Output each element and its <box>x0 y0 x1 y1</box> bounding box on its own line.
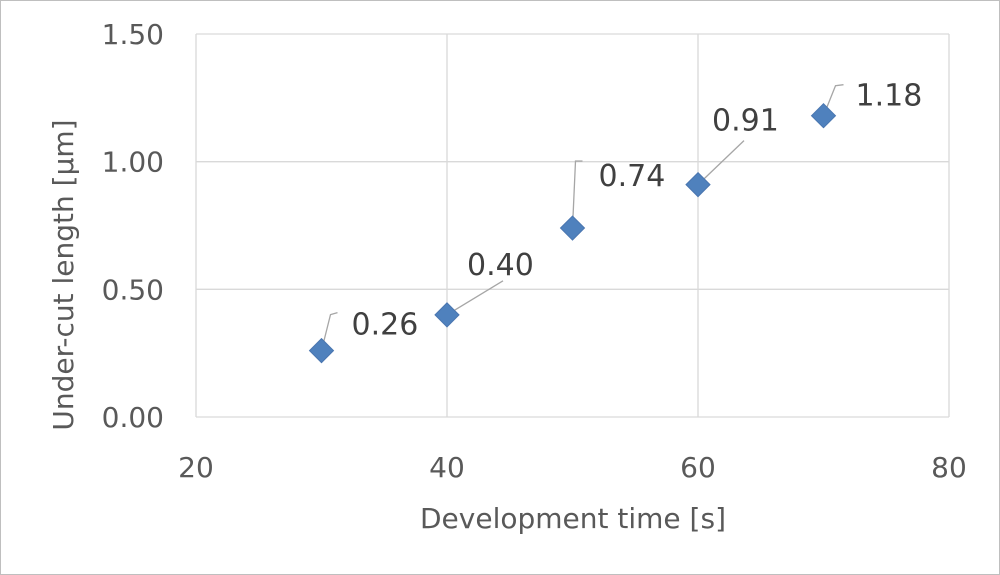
data-point-marker <box>810 102 837 129</box>
leader-line <box>571 160 583 229</box>
y-tick-label: 1.50 <box>102 18 164 51</box>
data-point-marker <box>559 215 586 241</box>
y-axis-title: Under-cut length [µm] <box>47 119 80 430</box>
leader-line <box>446 280 504 316</box>
y-tick-label: 0.00 <box>102 401 164 434</box>
data-points <box>308 102 837 364</box>
leader-lines <box>320 84 844 351</box>
leader-line <box>697 140 745 186</box>
x-tick-label: 80 <box>931 451 967 484</box>
data-point-marker <box>685 171 711 198</box>
y-tick-label: 1.00 <box>102 146 164 179</box>
x-tick-label: 60 <box>680 451 716 484</box>
data-point-marker <box>434 302 460 328</box>
data-label: 0.74 <box>599 159 666 194</box>
x-axis-title: Development time [s] <box>420 502 726 535</box>
data-labels: 0.26 0.40 0.74 0.91 1.18 <box>352 79 923 343</box>
data-label: 0.40 <box>467 248 534 283</box>
data-point-marker <box>308 337 335 364</box>
data-label: 1.18 <box>856 79 923 114</box>
gridlines <box>195 33 950 418</box>
x-tick-label: 20 <box>178 451 214 484</box>
x-tick-label: 40 <box>429 451 465 484</box>
y-tick-label: 0.50 <box>102 273 164 306</box>
data-label: 0.91 <box>712 104 779 139</box>
leader-line <box>320 311 338 351</box>
tick-labels: 20 40 60 80 0.00 0.50 1.00 1.50 <box>102 18 967 484</box>
leader-line <box>822 84 844 116</box>
data-label: 0.26 <box>352 308 419 343</box>
